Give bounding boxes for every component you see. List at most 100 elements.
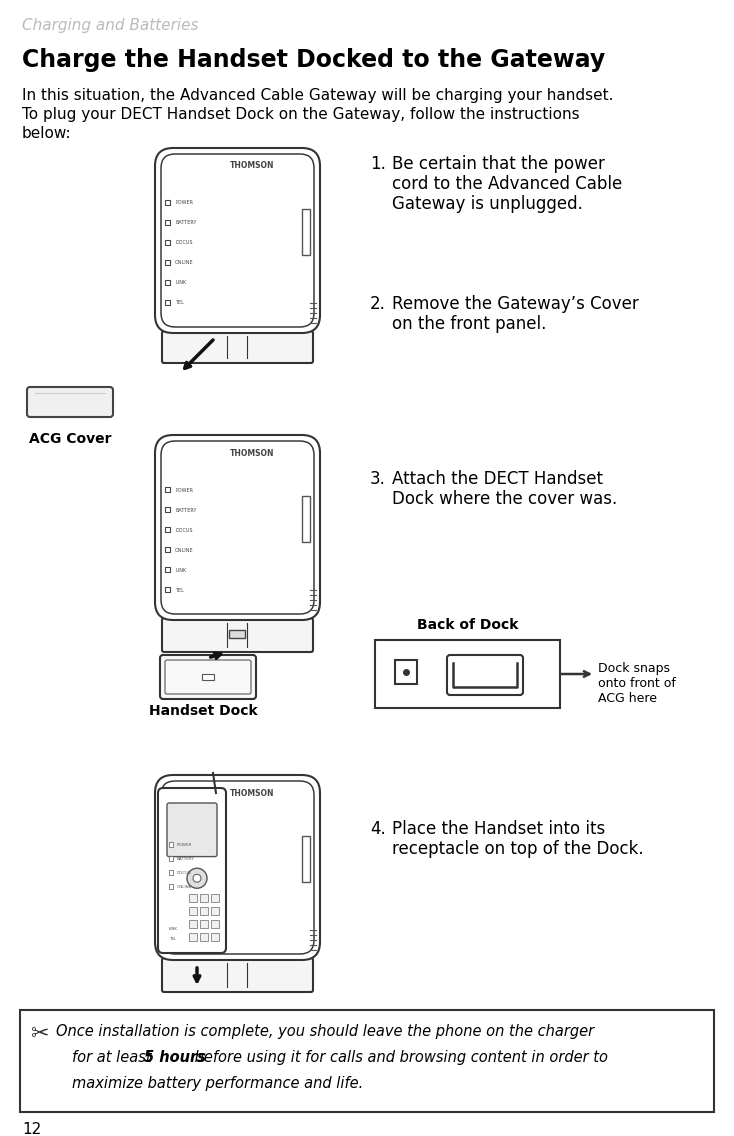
Text: THOMSON: THOMSON (230, 161, 275, 170)
Text: Be certain that the power: Be certain that the power (392, 154, 605, 173)
Text: ONLINE: ONLINE (177, 885, 192, 889)
Bar (302, 209, 310, 254)
Bar (229, 630, 245, 638)
Bar (211, 894, 219, 902)
Text: POWER: POWER (177, 843, 192, 847)
FancyBboxPatch shape (162, 618, 313, 652)
Text: DOCUS: DOCUS (177, 871, 192, 875)
Text: 1.: 1. (370, 154, 386, 173)
Text: ACG Cover: ACG Cover (29, 432, 112, 446)
Text: receptacle on top of the Dock.: receptacle on top of the Dock. (392, 840, 644, 858)
Bar (189, 920, 197, 928)
Text: LINK: LINK (175, 281, 186, 285)
Text: Charging and Batteries: Charging and Batteries (22, 18, 198, 33)
Bar (200, 934, 208, 942)
Text: before using it for calls and browsing content in order to: before using it for calls and browsing c… (190, 1050, 608, 1066)
Text: Charge the Handset Docked to the Gateway: Charge the Handset Docked to the Gateway (22, 48, 606, 72)
Bar (165, 587, 170, 592)
Text: TEL: TEL (175, 927, 184, 933)
Bar (165, 300, 170, 304)
Text: LINK: LINK (169, 927, 178, 932)
Text: 3.: 3. (370, 470, 386, 488)
Text: ✂: ✂ (30, 1024, 48, 1044)
Text: cord to the Advanced Cable: cord to the Advanced Cable (392, 175, 622, 193)
Text: maximize battery performance and life.: maximize battery performance and life. (72, 1076, 363, 1091)
FancyBboxPatch shape (447, 655, 523, 695)
Text: LINK: LINK (175, 908, 186, 912)
Text: TEL: TEL (169, 937, 176, 941)
Bar (165, 567, 170, 573)
Text: BATTERY: BATTERY (175, 508, 197, 512)
FancyBboxPatch shape (161, 441, 314, 613)
Text: 2.: 2. (370, 295, 386, 314)
Bar (165, 200, 170, 204)
Text: TEL: TEL (175, 587, 184, 593)
FancyBboxPatch shape (162, 331, 313, 364)
Text: Attach the DECT Handset: Attach the DECT Handset (392, 470, 603, 488)
Text: DOCUS: DOCUS (175, 241, 192, 245)
Text: below:: below: (22, 126, 72, 141)
Bar (189, 934, 197, 942)
FancyBboxPatch shape (160, 655, 256, 699)
Bar (169, 842, 173, 847)
Bar (302, 496, 310, 542)
FancyBboxPatch shape (162, 958, 313, 992)
Text: POWER: POWER (175, 487, 193, 493)
FancyBboxPatch shape (165, 660, 251, 694)
Bar (200, 920, 208, 928)
Bar (165, 279, 170, 285)
FancyBboxPatch shape (158, 788, 226, 953)
Circle shape (187, 868, 207, 888)
Text: LINK: LINK (175, 568, 186, 573)
Text: POWER: POWER (175, 200, 193, 206)
Text: Dock where the cover was.: Dock where the cover was. (392, 490, 617, 508)
Text: THOMSON: THOMSON (230, 788, 275, 797)
Bar (189, 908, 197, 916)
Text: 4.: 4. (370, 820, 386, 838)
Text: THOMSON: THOMSON (230, 449, 275, 458)
Bar (165, 487, 170, 492)
Bar (20, 1010, 714, 1112)
FancyBboxPatch shape (167, 803, 217, 857)
Text: BATTERY: BATTERY (175, 220, 197, 226)
Bar (165, 827, 170, 832)
Bar (375, 640, 560, 708)
Text: for at least: for at least (72, 1050, 156, 1066)
Text: ONLINE: ONLINE (175, 260, 194, 266)
Bar (165, 220, 170, 225)
Circle shape (193, 875, 201, 883)
Bar (165, 907, 170, 912)
Bar (302, 836, 310, 882)
Text: BATTERY: BATTERY (175, 847, 197, 852)
Bar (165, 240, 170, 245)
Text: Handset Dock: Handset Dock (149, 704, 258, 718)
Bar (165, 548, 170, 552)
Text: Back of Dock: Back of Dock (417, 618, 518, 632)
Text: Dock snaps
onto front of
ACG here: Dock snaps onto front of ACG here (598, 662, 676, 705)
Text: ONLINE: ONLINE (175, 548, 194, 552)
FancyBboxPatch shape (161, 782, 314, 954)
Bar (189, 894, 197, 902)
Bar (165, 867, 170, 872)
Bar (165, 887, 170, 892)
Text: ONLINE: ONLINE (175, 887, 194, 893)
Bar (395, 660, 417, 684)
Bar (165, 847, 170, 852)
Text: DOCUS: DOCUS (175, 527, 192, 533)
FancyBboxPatch shape (155, 435, 320, 620)
Text: Gateway is unplugged.: Gateway is unplugged. (392, 195, 583, 214)
Text: 5 hours: 5 hours (144, 1050, 206, 1066)
Text: BATTERY: BATTERY (177, 857, 195, 861)
Text: In this situation, the Advanced Cable Gateway will be charging your handset.: In this situation, the Advanced Cable Ga… (22, 87, 614, 103)
Bar (169, 884, 173, 889)
Bar (165, 527, 170, 532)
Bar (165, 927, 170, 932)
Text: TEL: TEL (175, 301, 184, 306)
Text: Remove the Gateway’s Cover: Remove the Gateway’s Cover (392, 295, 639, 314)
Bar (460, 658, 510, 682)
Bar (169, 870, 173, 875)
Text: Place the Handset into its: Place the Handset into its (392, 820, 606, 838)
Text: POWER: POWER (175, 827, 193, 833)
Text: 12: 12 (22, 1122, 41, 1136)
Bar (169, 857, 173, 861)
